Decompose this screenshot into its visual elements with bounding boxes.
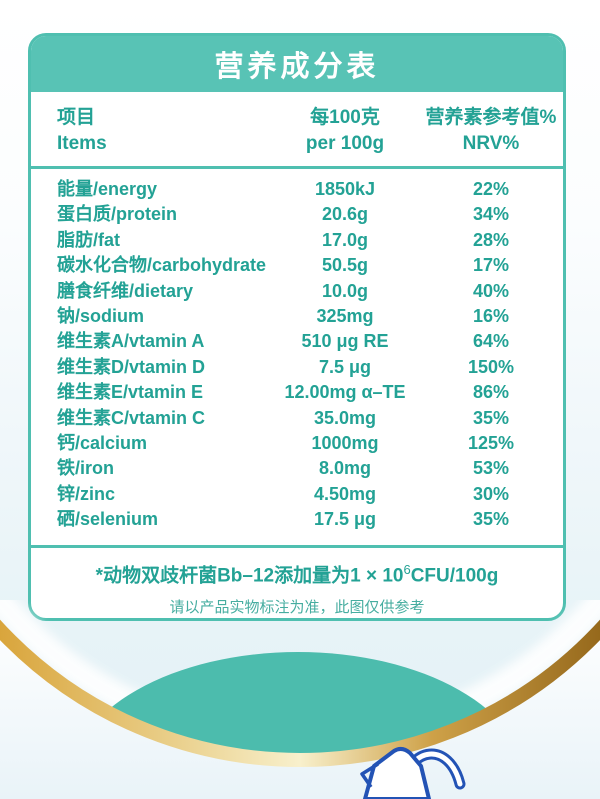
table-row: 蛋白质/protein 20.6g 34% <box>31 202 563 227</box>
table-row: 铁/iron 8.0mg 53% <box>31 456 563 481</box>
nutrient-value: 10.0g <box>321 280 369 301</box>
nutrient-label: 能量/energy <box>57 179 158 199</box>
table-row: 维生素A/vtamin A 510 μg RE 64% <box>31 329 563 354</box>
bottom-decoration <box>0 600 600 799</box>
nutrient-label: 维生素C/vtamin C <box>57 407 206 428</box>
column-header-per-100g: 每100克 per 100g <box>305 107 385 154</box>
nutrient-nrv: 35% <box>472 407 510 428</box>
nutrient-label: 碳水化合物/carbohydrate <box>57 255 267 276</box>
table-footer: *动物双歧杆菌Bb–12添加量为1 × 106CFU/100g 请以产品实物标注… <box>31 544 563 617</box>
nutrient-nrv: 150% <box>467 356 515 377</box>
nutrient-label: 维生素A/vtamin A <box>57 331 205 352</box>
nutrient-rows: 能量/energy 1850kJ 22% 蛋白质/protein 20.6g 3… <box>31 166 563 545</box>
nutrient-value: 20.6g <box>321 204 369 225</box>
nutrient-nrv: 35% <box>472 509 510 530</box>
nutrient-label: 铁/iron <box>57 458 114 479</box>
nutrient-label: 维生素D/vtamin D <box>57 356 206 377</box>
table-row: 碳水化合物/carbohydrate 50.5g 17% <box>31 253 563 278</box>
nutrient-value: 35.0mg <box>313 407 377 428</box>
disclaimer-text: 请以产品实物标注为准，此图仅供参考 <box>169 599 425 617</box>
nutrient-label: 脂肪/fat <box>57 229 120 250</box>
nutrient-value: 4.50mg <box>313 483 377 504</box>
table-title: 营养成分表 <box>214 51 380 83</box>
table-row: 硒/selenium 17.5 μg 35% <box>31 507 563 532</box>
table-header-row: 项目 Items 每100克 per 100g 营养素参考值% NRV% <box>31 92 563 166</box>
table-row: 维生素D/vtamin D 7.5 μg 150% <box>31 355 563 380</box>
table-row: 膳食纤维/dietary 10.0g 40% <box>31 279 563 304</box>
nutrient-label: 硒/selenium <box>57 509 159 530</box>
table-row: 钙/calcium 1000mg 125% <box>31 431 563 456</box>
column-header-items: 项目 Items <box>57 107 107 154</box>
table-row: 锌/zinc 4.50mg 30% <box>31 482 563 507</box>
nutrition-facts-table: 营养成分表 项目 Items 每100克 per 100g 营养素参考值% NR… <box>28 33 566 621</box>
nutrient-value: 325mg <box>316 306 374 327</box>
nutrient-nrv: 34% <box>472 204 510 225</box>
gold-arc-decoration <box>0 619 600 767</box>
nutrient-value: 7.5 μg <box>318 356 372 377</box>
nutrient-nrv: 53% <box>472 458 510 479</box>
nutrient-nrv: 17% <box>472 255 510 276</box>
nutrient-nrv: 125% <box>467 433 515 454</box>
nutrient-value: 510 μg RE <box>301 331 389 352</box>
nutrient-label: 钠/sodium <box>57 306 145 327</box>
nutrient-nrv: 22% <box>472 179 510 199</box>
nutrient-label: 钙/calcium <box>57 433 148 454</box>
nutrient-nrv: 86% <box>472 382 510 403</box>
nutrient-label: 维生素E/vtamin E <box>57 382 204 403</box>
table-row: 脂肪/fat 17.0g 28% <box>31 228 563 253</box>
nutrient-value: 8.0mg <box>318 458 372 479</box>
nutrient-nrv: 28% <box>472 229 510 250</box>
table-row: 能量/energy 1850kJ 22% <box>31 177 563 202</box>
nutrient-value: 1850kJ <box>314 179 376 199</box>
nutrient-value: 12.00mg α–TE <box>284 382 406 403</box>
table-row: 维生素E/vtamin E 12.00mg α–TE 86% <box>31 380 563 405</box>
nutrient-nrv: 30% <box>472 483 510 504</box>
nutrient-value: 1000mg <box>311 433 379 454</box>
nutrient-label: 锌/zinc <box>57 483 116 504</box>
nutrient-value: 50.5g <box>321 255 369 276</box>
nutrient-nrv: 40% <box>472 280 510 301</box>
milk-jug-icon <box>360 746 466 799</box>
column-header-nrv: 营养素参考值% NRV% <box>425 107 557 154</box>
table-row: 维生素C/vtamin C 35.0mg 35% <box>31 406 563 431</box>
nutrient-value: 17.0g <box>321 229 369 250</box>
table-row: 钠/sodium 325mg 16% <box>31 304 563 329</box>
nutrient-nrv: 64% <box>472 331 510 352</box>
probiotic-footnote: *动物双歧杆菌Bb–12添加量为1 × 106CFU/100g <box>95 561 499 587</box>
nutrient-label: 膳食纤维/dietary <box>57 280 194 301</box>
table-title-band: 营养成分表 <box>31 36 563 92</box>
nutrient-value: 17.5 μg <box>313 509 377 530</box>
nutrient-nrv: 16% <box>472 306 510 327</box>
below-arc-background <box>0 600 600 799</box>
nutrient-label: 蛋白质/protein <box>57 204 177 225</box>
